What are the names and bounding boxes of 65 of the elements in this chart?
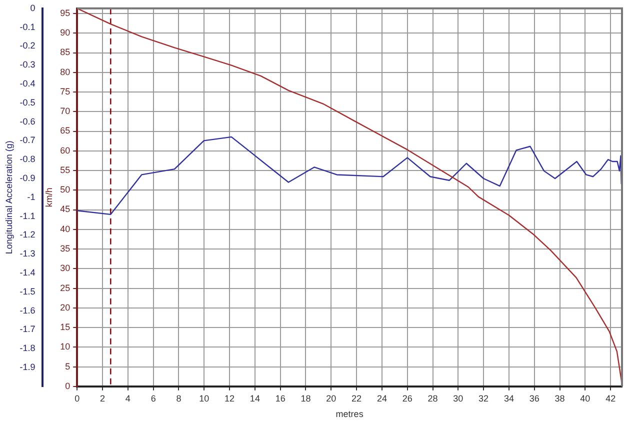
y2-tick-label: -1.2 — [20, 230, 36, 240]
x-axis-title: metres — [336, 409, 364, 420]
y-tick-label: 50 — [60, 184, 70, 195]
y-tick-label: 10 — [60, 342, 70, 352]
y2-tick-label: -0.4 — [20, 78, 36, 88]
y-tick-label: 55 — [60, 164, 70, 175]
x-tick-label: 40 — [580, 393, 590, 404]
y2-tick-label: -0.7 — [20, 135, 36, 146]
y2-tick-label: -1 — [27, 192, 36, 202]
y-tick-label: 20 — [60, 302, 70, 312]
y-tick-label: 30 — [60, 263, 70, 274]
x-tick-label: 4 — [125, 393, 130, 404]
y-tick-label: 60 — [60, 145, 70, 156]
x-tick-label: 28 — [428, 393, 438, 404]
y-tick-label: 35 — [60, 244, 70, 254]
y-tick-label: 40 — [60, 224, 70, 234]
x-tick-label: 36 — [529, 393, 540, 404]
x-tick-label: 34 — [504, 393, 514, 404]
y2-tick-label: -0.8 — [20, 154, 36, 164]
x-tick-label: 14 — [250, 393, 260, 404]
y2-tick-label: -0.6 — [20, 116, 36, 126]
y2-tick-label: -1.9 — [20, 362, 36, 372]
x-tick-label: 24 — [376, 393, 387, 404]
y-tick-label: 70 — [60, 106, 70, 116]
y2-tick-label: -0.5 — [20, 97, 36, 108]
y-tick-label: 85 — [60, 47, 70, 58]
x-tick-label: 20 — [326, 393, 336, 404]
x-tick-label: 30 — [453, 393, 464, 404]
x-tick-label: 2 — [100, 393, 106, 404]
y2-axis-title: Longitudinal Acceleration (g) — [4, 140, 14, 254]
x-tick-label: 10 — [199, 393, 210, 404]
x-tick-label: 42 — [606, 393, 616, 404]
y2-tick-label: -1.8 — [20, 343, 36, 354]
y2-tick-label: -0.9 — [20, 172, 36, 183]
y-tick-label: 25 — [60, 282, 70, 293]
y2-tick-label: -1.5 — [20, 286, 36, 296]
y-tick-label: 0 — [65, 380, 70, 391]
y2-tick-label: -1.4 — [20, 267, 36, 278]
y-axis-title: km/h — [44, 188, 54, 208]
x-tick-label: 6 — [150, 393, 156, 404]
x-tick-label: 38 — [554, 393, 565, 404]
y-tick-label: 45 — [60, 204, 70, 214]
x-tick-label: 0 — [74, 393, 80, 404]
y-tick-label: 5 — [65, 361, 70, 372]
x-tick-label: 18 — [300, 393, 311, 404]
y2-tick-label: -0.1 — [20, 22, 36, 32]
x-tick-label: 32 — [478, 393, 489, 404]
y2-tick-label: -1.3 — [20, 248, 36, 259]
y2-tick-label: -0.3 — [20, 60, 36, 70]
y-tick-label: 15 — [60, 322, 70, 332]
x-tick-label: 16 — [275, 393, 286, 404]
x-tick-label: 26 — [402, 393, 412, 404]
y-tick-label: 95 — [60, 8, 70, 18]
y-tick-label: 80 — [60, 66, 70, 77]
x-tick-label: 22 — [352, 393, 362, 404]
x-tick-label: 8 — [176, 393, 182, 404]
y2-tick-label: -1.1 — [20, 210, 36, 221]
y2-tick-label: -1.6 — [20, 305, 36, 316]
y-tick-label: 75 — [60, 86, 70, 96]
x-tick-label: 12 — [224, 393, 235, 404]
y-tick-label: 65 — [60, 126, 70, 136]
y2-tick-label: -1.7 — [20, 324, 36, 334]
y-tick-label: 90 — [60, 28, 70, 38]
y2-tick-label: -0.2 — [20, 40, 36, 51]
y2-tick-label: 0 — [30, 2, 36, 13]
